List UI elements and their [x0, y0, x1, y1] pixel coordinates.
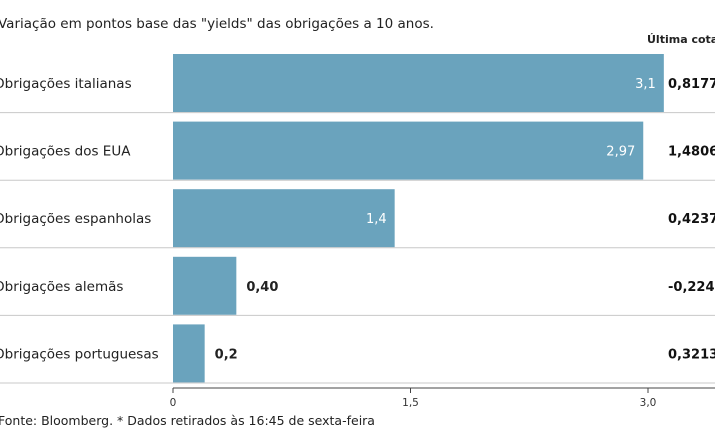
- value-label: 0,2: [215, 347, 238, 362]
- category-label: Obrigações portuguesas: [0, 346, 159, 362]
- last-quote-value: -0,2240: [668, 280, 715, 295]
- source-note: Fonte: Bloomberg. * Dados retirados às 1…: [0, 413, 375, 428]
- value-label: 1,4: [366, 212, 387, 227]
- chart-subtitle: Variação em pontos base das "yields" das…: [0, 16, 434, 32]
- x-tick-label: 3,0: [640, 397, 657, 409]
- last-quote-value: 0,3213: [668, 347, 715, 362]
- category-label: Obrigações alemãs: [0, 279, 123, 295]
- last-quote-header: Última cotação*: [647, 33, 715, 46]
- x-tick-label: 0: [170, 397, 177, 409]
- x-tick-label: 1,5: [402, 397, 419, 409]
- value-label: 3,1: [635, 77, 656, 92]
- bar-3: [173, 256, 237, 315]
- bar-1: [173, 121, 644, 180]
- last-quote-value: 0,8177: [668, 77, 715, 92]
- value-label: 2,97: [606, 145, 635, 160]
- value-label: 0,40: [246, 280, 278, 295]
- last-quote-value: 0,4237: [668, 212, 715, 227]
- category-label: Obrigações italianas: [0, 76, 132, 92]
- bar-4: [173, 324, 205, 383]
- category-label: Obrigações dos EUA: [0, 144, 131, 160]
- last-quote-value: 1,4806: [668, 145, 715, 160]
- category-label: Obrigações espanholas: [0, 211, 151, 227]
- bar-2: [173, 189, 395, 248]
- bar-0: [173, 54, 664, 112]
